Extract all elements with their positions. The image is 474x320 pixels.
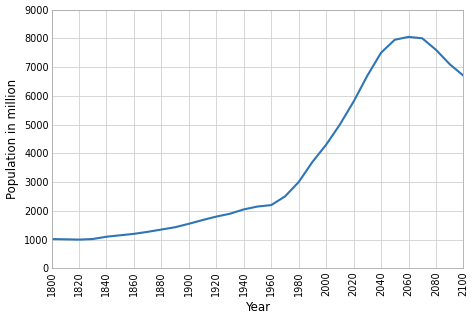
- X-axis label: Year: Year: [245, 301, 270, 315]
- Y-axis label: Population in million: Population in million: [6, 79, 18, 199]
